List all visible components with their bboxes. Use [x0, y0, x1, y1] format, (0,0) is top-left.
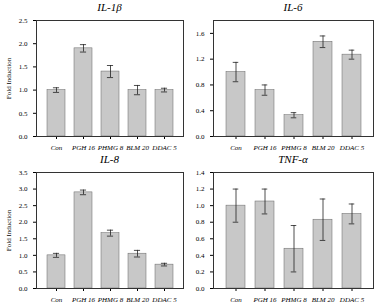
svg-text:PHMG 8: PHMG 8 — [280, 144, 307, 152]
html-text:TNF-α: TNF-α — [278, 153, 308, 165]
svg-text:0.4: 0.4 — [196, 252, 205, 260]
svg-text:2.0: 2.0 — [19, 40, 28, 48]
svg-text:1.5: 1.5 — [19, 235, 28, 243]
svg-text:0.0: 0.0 — [196, 133, 205, 141]
svg-text:0.8: 0.8 — [196, 81, 205, 89]
svg-text:0.0: 0.0 — [19, 133, 28, 141]
svg-text:Con: Con — [230, 144, 242, 152]
svg-text:0.8: 0.8 — [196, 218, 205, 226]
svg-text:1.2: 1.2 — [196, 185, 205, 193]
svg-text:0.2: 0.2 — [196, 268, 205, 276]
svg-text:Fold Induction: Fold Induction — [5, 57, 13, 99]
svg-text:1.0: 1.0 — [196, 202, 205, 210]
svg-text:BLM 20: BLM 20 — [126, 144, 149, 152]
svg-text:PGH 16: PGH 16 — [71, 296, 96, 304]
svg-text:BLM 20: BLM 20 — [312, 296, 335, 304]
svg-text:PHMG 8: PHMG 8 — [97, 144, 124, 152]
svg-text:DDAC 5: DDAC 5 — [151, 296, 177, 304]
html-text:IL-8: IL-8 — [100, 153, 119, 165]
svg-text:DDAC 5: DDAC 5 — [339, 296, 365, 304]
svg-text:DDAC 5: DDAC 5 — [151, 144, 177, 152]
svg-text:0.5: 0.5 — [19, 268, 28, 276]
svg-text:1.5: 1.5 — [19, 63, 28, 71]
svg-text:PGH 16: PGH 16 — [252, 296, 277, 304]
svg-text:3.0: 3.0 — [19, 185, 28, 193]
svg-text:2.0: 2.0 — [19, 218, 28, 226]
svg-text:PGH 16: PGH 16 — [71, 144, 96, 152]
svg-text:BLM 20: BLM 20 — [312, 144, 335, 152]
svg-text:3.5: 3.5 — [19, 169, 28, 177]
svg-text:0.4: 0.4 — [196, 107, 205, 115]
svg-text:DDAC 5: DDAC 5 — [339, 144, 365, 152]
svg-text:PHMG 8: PHMG 8 — [97, 296, 124, 304]
html-text:IL-6: IL-6 — [283, 1, 303, 13]
svg-text:0.6: 0.6 — [196, 235, 205, 243]
svg-text:Con: Con — [51, 144, 63, 152]
svg-text:Con: Con — [230, 296, 242, 304]
svg-text:BLM 20: BLM 20 — [126, 296, 149, 304]
html-text:IL-1β: IL-1β — [97, 1, 122, 13]
svg-text:1.2: 1.2 — [196, 55, 205, 63]
svg-text:2.5: 2.5 — [19, 202, 28, 210]
svg-text:PGH 16: PGH 16 — [252, 144, 277, 152]
svg-text:1.6: 1.6 — [196, 30, 205, 38]
svg-text:1.4: 1.4 — [196, 169, 205, 177]
svg-text:PHMG 8: PHMG 8 — [280, 296, 307, 304]
svg-text:2.5: 2.5 — [19, 17, 28, 25]
svg-text:1.0: 1.0 — [19, 86, 28, 94]
svg-text:0.0: 0.0 — [196, 285, 205, 293]
svg-text:0.5: 0.5 — [19, 110, 28, 118]
svg-text:Con: Con — [51, 296, 63, 304]
svg-text:Fold Induction: Fold Induction — [5, 209, 13, 251]
svg-text:0.0: 0.0 — [19, 285, 28, 293]
svg-text:1.0: 1.0 — [19, 252, 28, 260]
